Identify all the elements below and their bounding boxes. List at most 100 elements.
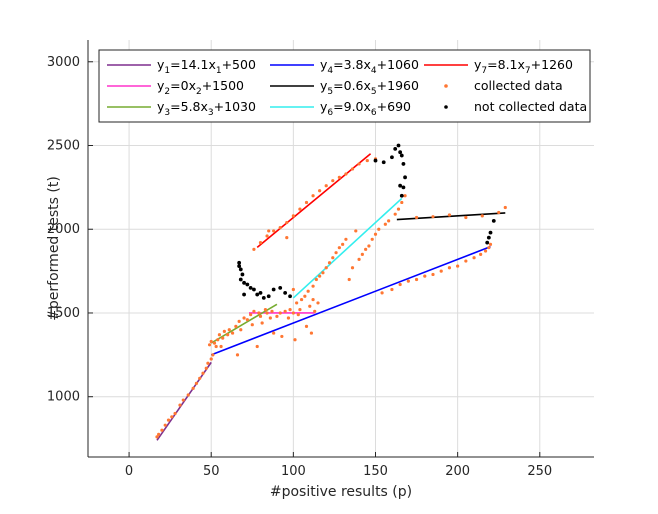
point-collected bbox=[344, 237, 348, 241]
point-collected bbox=[260, 321, 264, 325]
point-collected bbox=[211, 353, 215, 357]
legend-label-fit-6: y6=9.0x6+690 bbox=[320, 99, 411, 118]
point-collected bbox=[201, 371, 205, 375]
point-collected bbox=[414, 277, 419, 282]
fit-line-5 bbox=[396, 212, 506, 221]
x-tick-label: 250 bbox=[527, 464, 552, 479]
fit-line-3 bbox=[210, 303, 278, 344]
point-collected bbox=[488, 242, 493, 246]
point-collected bbox=[217, 333, 222, 337]
point-collected bbox=[181, 398, 185, 402]
legend-label-fit-4: y4=3.8x4+1060 bbox=[320, 57, 419, 76]
point-collected bbox=[327, 261, 332, 265]
point-collected bbox=[207, 343, 212, 347]
point-collected bbox=[337, 246, 341, 250]
point-collected bbox=[311, 194, 315, 198]
legend-label-fit-2: y2=0x2+1500 bbox=[157, 78, 244, 97]
legend: y1=14.1x1+500y2=0x2+1500y3=5.8x3+1030y4=… bbox=[98, 49, 591, 123]
point-collected bbox=[503, 205, 507, 210]
point-collected bbox=[387, 219, 391, 223]
point-collected bbox=[157, 432, 161, 436]
point-not-collected bbox=[242, 280, 246, 285]
point-collected bbox=[483, 249, 488, 253]
point-collected bbox=[160, 428, 164, 432]
point-collected bbox=[296, 313, 300, 317]
legend-text-part: +1500 bbox=[202, 78, 244, 93]
point-collected bbox=[265, 311, 269, 315]
fit-line-4 bbox=[210, 245, 491, 356]
legend-subscript: 5 bbox=[371, 87, 377, 97]
point-collected bbox=[288, 308, 292, 312]
point-collected bbox=[258, 314, 263, 318]
fit-lines bbox=[156, 153, 506, 441]
point-collected bbox=[360, 252, 364, 256]
point-collected bbox=[318, 189, 322, 193]
point-not-collected bbox=[396, 143, 401, 148]
point-collected bbox=[178, 403, 182, 407]
point-not-collected bbox=[238, 267, 243, 272]
legend-label-fit-3: y3=5.8x3+1030 bbox=[157, 99, 256, 118]
point-collected bbox=[487, 246, 491, 250]
legend-subscript: 4 bbox=[371, 66, 377, 76]
legend-subscript: 1 bbox=[164, 66, 170, 76]
legend-label-fit-1: y1=14.1x1+500 bbox=[157, 57, 256, 76]
legend-swatch-collected bbox=[444, 84, 448, 88]
point-collected bbox=[314, 277, 318, 282]
point-collected bbox=[350, 266, 355, 270]
point-collected bbox=[293, 338, 297, 342]
point-collected bbox=[304, 200, 309, 205]
point-collected bbox=[275, 314, 279, 318]
point-not-collected bbox=[278, 285, 283, 290]
point-collected bbox=[406, 279, 410, 283]
point-collected bbox=[257, 311, 261, 315]
point-collected bbox=[209, 357, 213, 361]
point-not-collected bbox=[401, 162, 406, 166]
point-not-collected bbox=[240, 272, 245, 277]
tick-labels: 0 50 100 150 200 250 1000 1500 2000 2500 3000 bbox=[47, 55, 552, 479]
y-tick-label: 1000 bbox=[47, 390, 80, 405]
point-collected bbox=[377, 227, 381, 231]
point-collected bbox=[155, 435, 159, 439]
point-collected bbox=[258, 241, 263, 245]
y-tick-label: 3000 bbox=[47, 55, 80, 70]
x-tick-label: 150 bbox=[363, 464, 388, 479]
legend-text-part: =14.1x bbox=[170, 57, 216, 72]
point-not-collected bbox=[381, 160, 386, 165]
point-collected bbox=[311, 284, 315, 288]
point-collected bbox=[380, 291, 384, 295]
legend-text-part: +1260 bbox=[531, 57, 573, 72]
point-collected bbox=[354, 229, 358, 233]
legend-subscript: 7 bbox=[481, 66, 487, 76]
point-collected bbox=[194, 381, 199, 385]
point-collected bbox=[265, 234, 269, 238]
legend-subscript: 2 bbox=[196, 87, 202, 97]
legend-text-part: y bbox=[320, 99, 328, 114]
point-not-collected bbox=[258, 290, 263, 295]
point-collected bbox=[186, 393, 190, 397]
point-collected bbox=[239, 328, 243, 332]
point-collected bbox=[309, 331, 314, 335]
point-not-collected bbox=[261, 296, 266, 300]
point-collected bbox=[242, 316, 246, 320]
point-collected bbox=[480, 214, 484, 218]
point-collected bbox=[304, 324, 309, 328]
point-collected bbox=[447, 213, 452, 217]
point-not-collected bbox=[245, 282, 250, 287]
point-collected bbox=[226, 333, 230, 337]
x-axis-label: #positive results (p) bbox=[270, 484, 412, 500]
point-collected bbox=[299, 297, 304, 302]
point-collected bbox=[357, 257, 361, 261]
point-collected bbox=[250, 323, 254, 327]
legend-label-fit-5: y5=0.6x5+1960 bbox=[320, 78, 419, 97]
point-collected bbox=[272, 229, 276, 233]
point-not-collected bbox=[485, 240, 490, 245]
point-not-collected bbox=[242, 292, 246, 297]
x-tick-label: 0 bbox=[125, 464, 133, 479]
point-collected bbox=[456, 264, 460, 268]
point-not-collected bbox=[399, 193, 404, 198]
legend-subscript: 7 bbox=[525, 66, 531, 76]
point-collected bbox=[263, 308, 268, 312]
point-collected bbox=[234, 324, 238, 328]
point-not-collected bbox=[248, 285, 253, 290]
point-collected bbox=[341, 242, 345, 246]
